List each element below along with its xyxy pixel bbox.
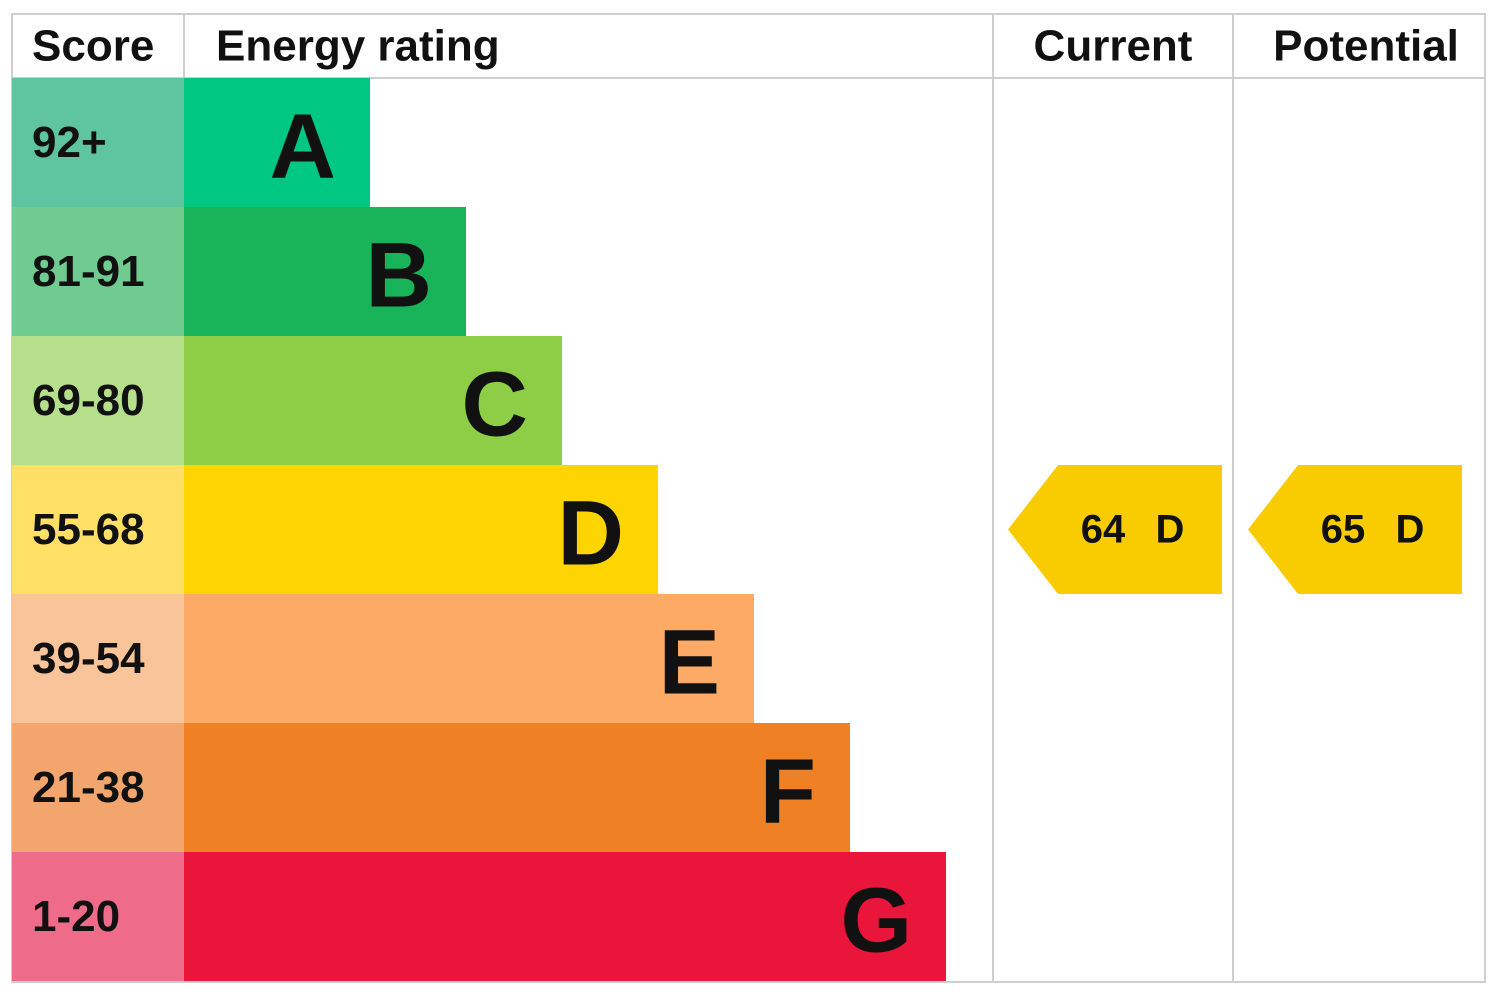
score-label: 81-91 <box>32 247 145 296</box>
rating-bar <box>184 723 850 852</box>
rating-letter: D <box>558 483 624 585</box>
score-label: 21-38 <box>32 763 145 812</box>
score-label: 55-68 <box>32 505 145 554</box>
potential-value: 65 <box>1321 508 1366 552</box>
potential-arrow <box>1248 465 1462 594</box>
score-label: 39-54 <box>32 634 145 683</box>
rating-bar <box>184 336 562 465</box>
rating-bar <box>184 852 946 981</box>
score-label: 69-80 <box>32 376 145 425</box>
rating-letter: C <box>462 354 528 456</box>
header-energy-rating: Energy rating <box>216 22 500 71</box>
score-cell <box>12 723 184 852</box>
potential-letter: D <box>1396 508 1425 552</box>
score-cell <box>12 78 184 207</box>
rating-letter: E <box>659 612 720 714</box>
current-arrow <box>1008 465 1222 594</box>
rating-letter: A <box>270 96 336 198</box>
score-cell <box>12 594 184 723</box>
rating-bar <box>184 207 466 336</box>
header-current: Current <box>1034 22 1193 71</box>
score-cell <box>12 465 184 594</box>
score-cell <box>12 207 184 336</box>
rating-bar <box>184 594 754 723</box>
score-label: 92+ <box>32 118 107 167</box>
rating-letter: G <box>840 870 912 972</box>
rating-bar <box>184 78 370 207</box>
header-potential: Potential <box>1273 22 1459 71</box>
score-label: 1-20 <box>32 892 120 941</box>
rating-bar <box>184 465 658 594</box>
score-cell <box>12 336 184 465</box>
header-score: Score <box>32 22 154 71</box>
current-letter: D <box>1156 508 1185 552</box>
rating-letter: F <box>760 741 816 843</box>
current-value: 64 <box>1081 508 1126 552</box>
score-cell <box>12 852 184 981</box>
rating-letter: B <box>366 225 432 327</box>
